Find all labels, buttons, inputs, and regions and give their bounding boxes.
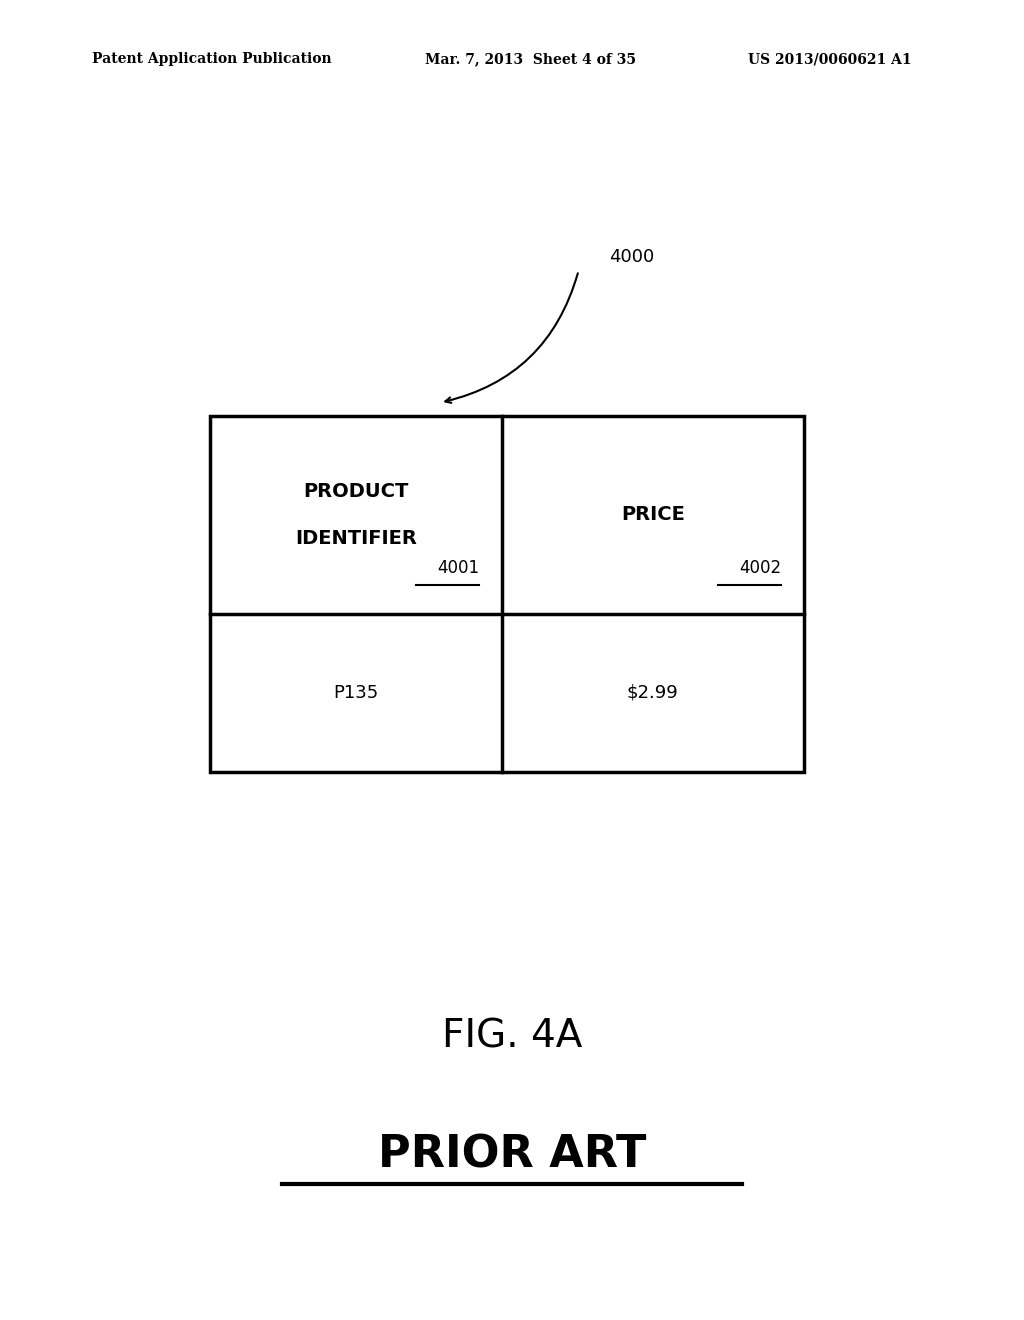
Text: 4000: 4000 <box>609 248 654 267</box>
Text: P135: P135 <box>333 684 379 702</box>
Text: US 2013/0060621 A1: US 2013/0060621 A1 <box>748 53 911 66</box>
Text: PRIOR ART: PRIOR ART <box>378 1134 646 1176</box>
Text: IDENTIFIER: IDENTIFIER <box>295 529 417 548</box>
Text: Patent Application Publication: Patent Application Publication <box>92 53 332 66</box>
Text: PRODUCT: PRODUCT <box>303 482 409 500</box>
Text: PRICE: PRICE <box>621 506 685 524</box>
Text: 4001: 4001 <box>437 558 479 577</box>
Text: 4002: 4002 <box>739 558 781 577</box>
Text: Mar. 7, 2013  Sheet 4 of 35: Mar. 7, 2013 Sheet 4 of 35 <box>425 53 636 66</box>
Text: $2.99: $2.99 <box>627 684 679 702</box>
Text: FIG. 4A: FIG. 4A <box>441 1018 583 1055</box>
